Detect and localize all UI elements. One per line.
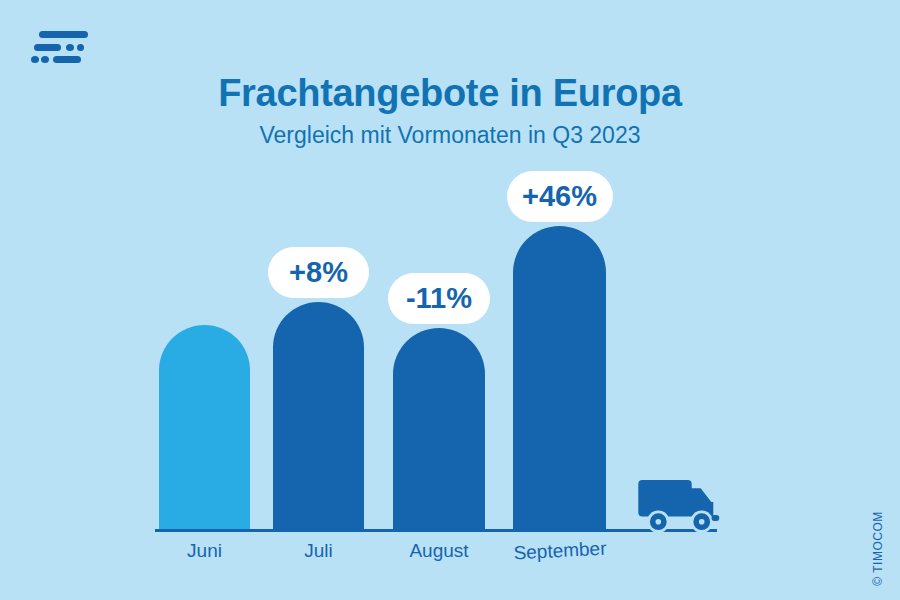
value-bubble-juli: +8% — [268, 247, 369, 298]
value-bubble-september: +46% — [507, 171, 613, 222]
copyright-text: © TIMOCOM — [871, 509, 886, 589]
truck-icon — [636, 478, 720, 532]
bar-august — [393, 328, 485, 529]
infographic-page: Frachtangebote in Europa Vergleich mit V… — [0, 0, 900, 600]
bar-juni — [159, 325, 250, 529]
bar-september — [513, 226, 606, 529]
bar-juli — [273, 302, 364, 529]
bar-chart: Juni+8%Juli-11%August+46%September — [0, 0, 900, 600]
value-bubble-august: -11% — [388, 273, 490, 324]
